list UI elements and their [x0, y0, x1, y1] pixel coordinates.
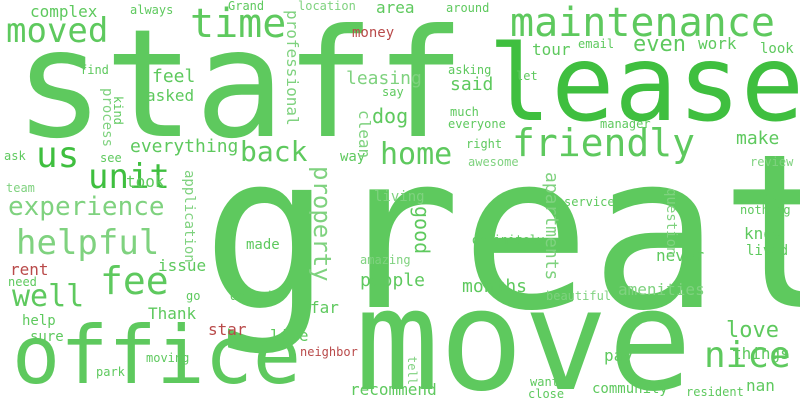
word-staff: staff [14, 0, 466, 172]
word-manager: manager [600, 117, 651, 131]
word-living: living [374, 189, 425, 205]
word-home: home [380, 137, 453, 172]
word-definitely: definitely [472, 233, 545, 247]
word-area: area [376, 0, 415, 17]
word-neighbor: neighbor [300, 345, 358, 359]
word-work: work [698, 34, 737, 53]
word-much: much [450, 105, 479, 119]
word-experience: experience [8, 192, 165, 222]
word-maintenance: maintenance [510, 0, 775, 46]
word-review: review [750, 155, 794, 169]
word-star: star [208, 320, 247, 339]
word-application: application [181, 170, 197, 263]
word-fee: fee [100, 259, 169, 303]
word-amazing: amazing [360, 253, 411, 267]
word-ask: ask [4, 149, 26, 163]
word-community: community [592, 381, 668, 397]
word-good: good [410, 206, 434, 255]
word-said: said [450, 74, 494, 95]
word-awesome: awesome [468, 155, 519, 169]
word-never: never [656, 246, 705, 265]
word-time: time [190, 1, 287, 47]
word-people: people [360, 270, 426, 291]
word-make: make [736, 128, 780, 149]
word-nice: nice [704, 335, 791, 376]
word-complex: complex [30, 2, 98, 21]
word-moved: moved [6, 11, 109, 51]
word-leasing: leasing [346, 68, 422, 89]
word-rent: rent [10, 260, 49, 279]
word-apartments: apartments [541, 172, 562, 281]
word-property: property [308, 166, 336, 282]
word-help: help [22, 313, 56, 329]
word-everyone: everyone [448, 117, 506, 131]
word-live: live [270, 326, 309, 345]
word-tell: tell [405, 356, 419, 385]
word-service: service [564, 195, 615, 209]
word-right: right [466, 137, 503, 151]
word-money: money [352, 25, 395, 41]
word-helpful: helpful [16, 223, 160, 263]
word-park: park [96, 365, 125, 379]
word-made: made [246, 237, 280, 253]
word-always: always [130, 3, 174, 17]
word-us: us [36, 135, 80, 176]
word-issue: issue [158, 256, 207, 275]
word-things: things [732, 344, 790, 363]
word-tour: tour [532, 40, 571, 59]
word-see: see [100, 151, 122, 165]
word-friendly: friendly [512, 121, 696, 165]
word-well: well [12, 279, 85, 314]
word-team: team [6, 181, 35, 195]
word-months: months [462, 276, 528, 297]
word-recommend: recommend [350, 380, 437, 399]
word-took: took [126, 172, 165, 191]
word-move: move [355, 260, 693, 400]
word-first: first [742, 189, 779, 203]
word-lived: lived [746, 243, 789, 259]
word-email: email [578, 37, 615, 51]
word-need: need [8, 275, 37, 289]
word-asked: asked [146, 86, 195, 105]
word-professional: professional [283, 10, 302, 126]
word-resident: resident [686, 385, 744, 399]
word-find: find [80, 63, 109, 77]
word-feel: feel [152, 66, 196, 87]
word-go: go [186, 289, 201, 303]
word-lease: lease [488, 23, 800, 145]
word-let: let [516, 69, 538, 83]
word-want: want [530, 375, 559, 389]
word-look: look [760, 41, 794, 57]
word-pay: pay [604, 346, 633, 365]
word-amenities: amenities [618, 280, 705, 299]
word-location: location [298, 0, 356, 13]
word-far: far [310, 298, 339, 317]
word-moving: moving [146, 351, 190, 365]
word-back: back [240, 135, 308, 168]
word-everything: everything [130, 136, 239, 157]
word-around: around [446, 1, 490, 15]
word-close: close [528, 387, 565, 400]
word-Thank: Thank [148, 304, 197, 323]
word-asking: asking [448, 63, 492, 77]
word-Grand: Grand [228, 0, 265, 13]
word-know: know [744, 224, 783, 243]
word-way: way [340, 149, 366, 165]
word-deposit: deposit [230, 289, 281, 303]
word-unit: unit [88, 157, 170, 197]
word-dog: dog [372, 104, 409, 128]
word-office: office [12, 309, 301, 400]
word-beautiful: beautiful [546, 289, 612, 303]
word-sure: sure [30, 329, 64, 345]
word-nothing: nothing [740, 203, 791, 217]
word-say: say [382, 85, 404, 99]
word-clean: clean [355, 110, 374, 159]
word-kind: kind [111, 96, 125, 125]
word-even: even [633, 32, 686, 57]
word-nan: nan [746, 376, 775, 395]
word-question: question [663, 188, 679, 256]
word-great: great [202, 107, 800, 358]
word-love: love [726, 318, 779, 343]
